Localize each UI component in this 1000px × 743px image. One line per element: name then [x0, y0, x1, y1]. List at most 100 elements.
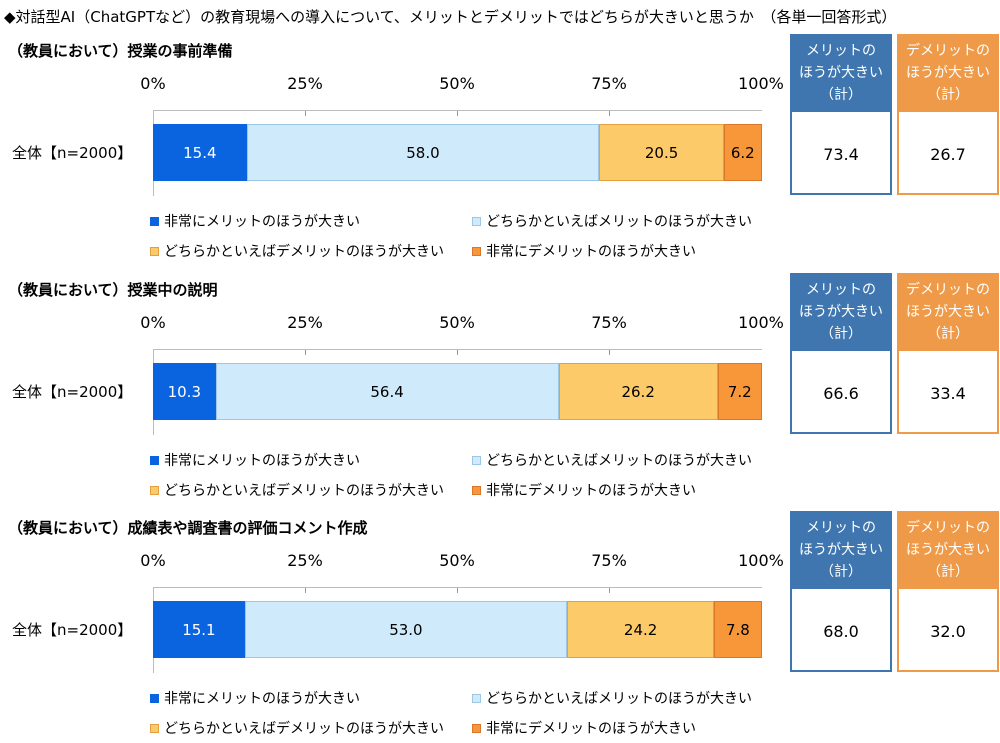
legend-label: 非常にメリットのほうが大きい: [164, 453, 360, 469]
x-tick-label: 0%: [140, 313, 166, 332]
legend-item: 非常にメリットのほうが大きい: [150, 688, 360, 708]
legend-swatch: [150, 723, 159, 733]
x-tick-label: 50%: [439, 74, 475, 93]
summary-header-merit: メリットのほうが大きい （計）: [792, 275, 890, 351]
summary-header-line: （計）: [820, 564, 862, 580]
x-tick-label: 100%: [738, 74, 784, 93]
legend-item: 非常にメリットのほうが大きい: [150, 450, 360, 470]
legend-label: どちらかといえばメリットのほうが大きい: [486, 214, 752, 230]
summary-header-line: ほうが大きい: [799, 65, 883, 81]
summary-header-line: デメリットの: [906, 520, 990, 536]
legend-item: どちらかといえばメリットのほうが大きい: [472, 450, 752, 470]
x-tick-mark: [457, 349, 458, 355]
bar-segment: 26.2: [558, 363, 718, 420]
x-tick-label: 25%: [287, 551, 323, 570]
x-tick-label: 0%: [140, 74, 166, 93]
legend-swatch: [472, 693, 481, 703]
summary-header-line: （計）: [927, 326, 969, 342]
legend-item: どちらかといえばデメリットのほうが大きい: [150, 241, 444, 261]
bar-segment: 53.0: [244, 601, 568, 658]
legend-swatch: [150, 485, 159, 495]
legend-item: 非常にデメリットのほうが大きい: [472, 480, 696, 500]
legend-swatch: [472, 246, 481, 256]
summary-header-merit: メリットの ほうが大きい （計）: [792, 513, 890, 589]
x-tick-mark: [457, 587, 458, 593]
legend-item: どちらかといえばデメリットのほうが大きい: [150, 718, 444, 738]
x-tick-label: 100%: [738, 551, 784, 570]
summary-header-line: ほうが大きい: [906, 304, 990, 320]
bar-segment: 24.2: [567, 601, 715, 658]
x-tick-mark: [609, 587, 610, 593]
x-tick-label: 0%: [140, 551, 166, 570]
legend-item: どちらかといえばデメリットのほうが大きい: [150, 480, 444, 500]
panel-title: （教員において）授業の事前準備: [8, 42, 233, 60]
x-tick-label: 75%: [591, 74, 627, 93]
summary-header-line: （計）: [927, 564, 969, 580]
summary-value-demerit: 32.0: [930, 622, 966, 641]
summary-box-merit: メリットの ほうが大きい （計） 68.0: [790, 511, 892, 672]
summary-box-merit: メリットのほうが大きい （計） 66.6: [790, 273, 892, 434]
bar-segment: 7.2: [717, 363, 762, 420]
legend-item: どちらかといえばメリットのほうが大きい: [472, 211, 752, 231]
summary-header-line: メリットの: [806, 282, 876, 298]
x-tick-mark: [609, 110, 610, 116]
x-tick-mark: [305, 110, 306, 116]
summary-header-line: メリットの: [806, 43, 876, 59]
summary-value-demerit: 26.7: [930, 145, 966, 164]
panel-title: （教員において）成績表や調査書の評価コメント作成: [8, 519, 368, 537]
x-tick-mark: [609, 349, 610, 355]
summary-box-merit: メリットの ほうが大きい （計） 73.4: [790, 34, 892, 195]
bar-segment: 7.8: [714, 601, 762, 658]
summary-header-line: ほうが大きい: [906, 65, 990, 81]
category-label: 全体【n=2000】: [12, 144, 133, 162]
legend-swatch: [472, 455, 481, 465]
legend-label: 非常にデメリットのほうが大きい: [486, 483, 696, 499]
bar-segment: 15.4: [153, 124, 247, 181]
x-tick-label: 50%: [439, 551, 475, 570]
summary-header-line: デメリットの: [906, 43, 990, 59]
bar-segment: 56.4: [215, 363, 559, 420]
legend-label: 非常にメリットのほうが大きい: [164, 214, 360, 230]
summary-value-demerit: 33.4: [930, 384, 966, 403]
summary-box-demerit: デメリットの ほうが大きい （計） 26.7: [897, 34, 999, 195]
category-label: 全体【n=2000】: [12, 621, 133, 639]
summary-header-line: デメリットの: [906, 282, 990, 298]
legend-item: 非常にメリットのほうが大きい: [150, 211, 360, 231]
legend-label: 非常にデメリットのほうが大きい: [486, 244, 696, 260]
legend-label: どちらかといえばデメリットのほうが大きい: [164, 721, 444, 737]
legend-swatch: [472, 485, 481, 495]
summary-value-merit: 66.6: [823, 384, 859, 403]
legend-swatch: [150, 216, 159, 226]
x-tick-label: 25%: [287, 74, 323, 93]
summary-box-demerit: デメリットの ほうが大きい （計） 32.0: [897, 511, 999, 672]
summary-value-merit: 73.4: [823, 145, 859, 164]
x-tick-label: 25%: [287, 313, 323, 332]
legend-label: どちらかといえばメリットのほうが大きい: [486, 691, 752, 707]
summary-header-demerit: デメリットの ほうが大きい （計）: [899, 513, 997, 589]
x-tick-label: 50%: [439, 313, 475, 332]
x-tick-mark: [305, 349, 306, 355]
summary-header-line: （計）: [820, 326, 862, 342]
x-tick-label: 100%: [738, 313, 784, 332]
legend-item: どちらかといえばメリットのほうが大きい: [472, 688, 752, 708]
x-tick-mark: [305, 587, 306, 593]
x-tick-label: 75%: [591, 551, 627, 570]
legend-swatch: [472, 216, 481, 226]
bar-segment: 20.5: [599, 124, 724, 181]
panel-title: （教員において）授業中の説明: [8, 281, 218, 299]
legend-label: どちらかといえばデメリットのほうが大きい: [164, 244, 444, 260]
summary-header-line: メリットの: [806, 520, 876, 536]
legend-swatch: [150, 246, 159, 256]
legend-label: どちらかといえばメリットのほうが大きい: [486, 453, 752, 469]
summary-header-line: ほうが大きい: [799, 304, 883, 320]
x-tick-label: 75%: [591, 313, 627, 332]
bar-segment: 6.2: [723, 124, 762, 181]
summary-header-line: ほうが大きい: [906, 542, 990, 558]
summary-header-line: （計）: [927, 87, 969, 103]
category-label: 全体【n=2000】: [12, 383, 133, 401]
legend-swatch: [150, 455, 159, 465]
chart-panel: （教員において）授業中の説明 0% 25% 50% 75% 100% 全体【n=2000】 1…: [0, 239, 1000, 499]
summary-header-merit: メリットの ほうが大きい （計）: [792, 36, 890, 112]
legend-label: どちらかといえばデメリットのほうが大きい: [164, 483, 444, 499]
